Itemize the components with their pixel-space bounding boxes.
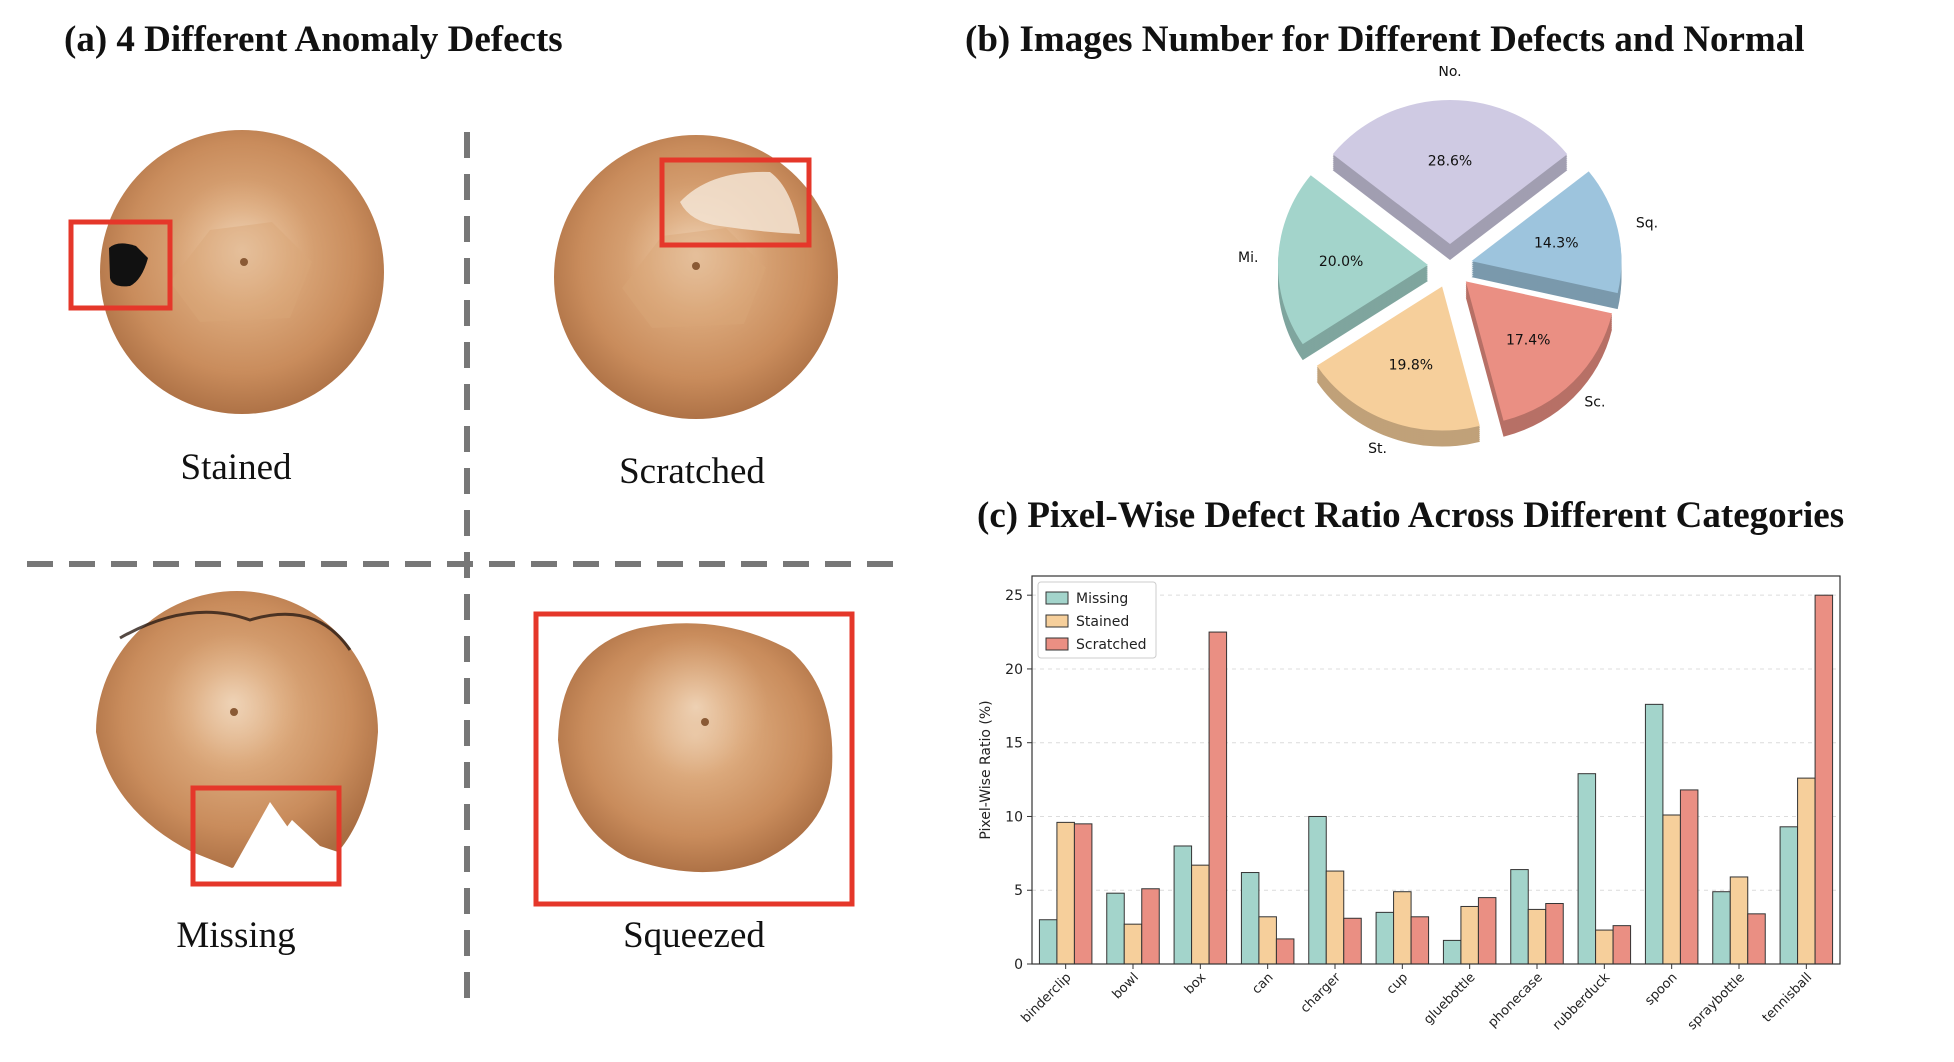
bar-binderclip-missing — [1038, 919, 1058, 965]
caption-squeezed: Squeezed — [623, 915, 765, 956]
bar-gluebottle-stained — [1460, 905, 1479, 965]
bowl-squeezed — [533, 611, 855, 907]
plot-frame — [1031, 575, 1841, 965]
bar-cup-missing — [1375, 911, 1395, 965]
bowl-stained — [68, 130, 384, 414]
x-tick-label: spraybottle — [1685, 970, 1748, 1033]
bar-box-missing — [1173, 845, 1193, 965]
bar-charger-stained — [1325, 870, 1345, 965]
bar-charger-missing — [1308, 815, 1327, 965]
bar-rubberduck-missing — [1577, 773, 1597, 965]
bar-can-missing — [1240, 872, 1260, 965]
bar-spoon-missing — [1644, 703, 1664, 965]
legend-swatch-stained — [1045, 614, 1069, 628]
x-tick-label: bowl — [1110, 970, 1142, 1002]
defect-box-missing — [190, 785, 342, 887]
x-tick-label: tennisball — [1760, 970, 1815, 1025]
bar-cup-stained — [1393, 891, 1412, 965]
bar-box-scratched — [1208, 631, 1228, 965]
legend: Missing Stained Scratched — [1037, 581, 1157, 659]
defect-box-stained — [68, 219, 173, 311]
pie-percent-label: 14.3% — [1534, 236, 1578, 252]
panel-a-title: (a) 4 Different Anomaly Defects — [64, 19, 563, 60]
defect-box-squeezed — [533, 611, 855, 907]
bar-box-stained — [1191, 864, 1210, 965]
pie-category-label: Sc. — [1584, 395, 1605, 411]
bar-rubberduck-scratched — [1612, 925, 1632, 965]
pie-slice-st — [1316, 286, 1480, 431]
bar-phonecase-stained — [1527, 908, 1547, 965]
x-tick-label: gluebottle — [1421, 970, 1478, 1027]
bar-binderclip-scratched — [1073, 823, 1093, 965]
pie-slice-sc — [1465, 281, 1613, 421]
pie-percent-label: 28.6% — [1428, 153, 1472, 169]
pie-category-label: Mi. — [1238, 250, 1258, 266]
bar-rubberduck-stained — [1595, 929, 1614, 965]
pie-category-label: St. — [1368, 441, 1387, 457]
y-tick-label: 25 — [1005, 588, 1023, 604]
y-tick-label: 10 — [1005, 809, 1023, 825]
pie-percent-label: 19.8% — [1389, 357, 1433, 373]
x-axis-label: Category of Object — [1365, 1058, 1506, 1060]
defect-box-scratched — [659, 157, 812, 248]
x-tick-label: phonecase — [1485, 970, 1546, 1031]
y-axis-label: Pixel-Wise Ratio (%) — [978, 700, 994, 839]
panel-b-title: (b) Images Number for Different Defects … — [965, 19, 1805, 60]
bar-phonecase-scratched — [1545, 903, 1564, 965]
bar-tennisball-stained — [1797, 777, 1816, 965]
bar-cup-scratched — [1410, 916, 1430, 965]
pie-slice-mi — [1278, 175, 1429, 345]
x-tick-label: charger — [1298, 970, 1344, 1016]
pie-chart: 28.6% No. 14.3% Sq. 17.4% Sc. 19.8% St. 20.0% Mi. — [1238, 66, 1658, 457]
bar-gluebottle-missing — [1442, 939, 1462, 965]
legend-swatch-scratched — [1045, 637, 1069, 651]
bar-spraybottle-scratched — [1747, 913, 1766, 965]
bar-binderclip-stained — [1056, 821, 1075, 965]
bar-spoon-stained — [1662, 814, 1681, 965]
x-tick-label: binderclip — [1019, 970, 1075, 1026]
x-tick-label: cup — [1384, 970, 1411, 997]
bar-spoon-scratched — [1679, 789, 1699, 965]
pie-category-label: No. — [1438, 66, 1461, 80]
pie-percent-label: 17.4% — [1506, 332, 1550, 348]
legend-label-stained: Stained — [1076, 614, 1129, 630]
bar-gluebottle-scratched — [1477, 897, 1497, 965]
panel-c-title: (c) Pixel-Wise Defect Ratio Across Diffe… — [977, 495, 1845, 536]
bar-charger-scratched — [1343, 917, 1362, 965]
bar-bowl-stained — [1123, 923, 1143, 965]
caption-stained: Stained — [180, 447, 292, 488]
bar-spraybottle-stained — [1729, 876, 1749, 965]
y-tick-label: 15 — [1005, 736, 1023, 752]
bar-bowl-scratched — [1141, 888, 1160, 965]
bar-bowl-missing — [1106, 892, 1125, 965]
pie-percent-label: 20.0% — [1319, 254, 1363, 270]
pie-category-label: Sq. — [1636, 216, 1658, 232]
x-tick-label: rubberduck — [1550, 970, 1614, 1034]
x-tick-label: box — [1182, 970, 1209, 997]
bar-chart: 0 5 10 15 20 25 binderclip bowl box can charger cup… — [978, 575, 1841, 1060]
bar-spraybottle-missing — [1712, 891, 1731, 965]
bar-tennisball-scratched — [1814, 594, 1834, 965]
bar-can-stained — [1258, 916, 1277, 965]
panel-a-figure — [27, 130, 905, 1010]
legend-swatch-missing — [1045, 591, 1069, 605]
bowl-missing — [96, 591, 378, 887]
bar-phonecase-missing — [1510, 869, 1529, 965]
legend-label-missing: Missing — [1076, 591, 1128, 607]
bar-can-scratched — [1275, 938, 1295, 965]
pie-slice-no — [1332, 100, 1568, 244]
y-tick-label: 20 — [1005, 662, 1023, 678]
caption-missing: Missing — [176, 915, 296, 956]
y-tick-label: 5 — [1014, 883, 1023, 899]
y-tick-label: 0 — [1014, 957, 1023, 973]
pie-slice-sq — [1471, 171, 1622, 294]
legend-label-scratched: Scratched — [1076, 637, 1146, 653]
bowl-scratched — [554, 135, 838, 419]
x-tick-label: spoon — [1642, 970, 1680, 1008]
bar-tennisball-missing — [1779, 826, 1799, 965]
caption-scratched: Scratched — [619, 451, 765, 492]
x-tick-label: can — [1249, 970, 1276, 997]
